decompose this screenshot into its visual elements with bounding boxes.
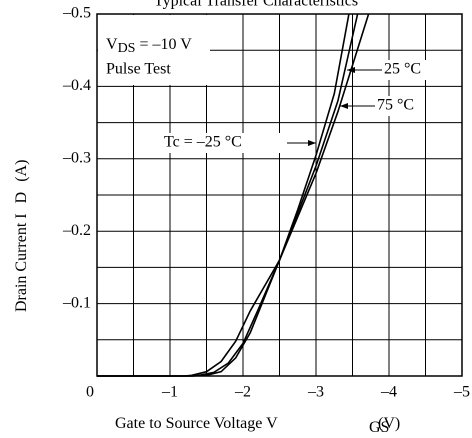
y-tick-label: –0.3 (62, 149, 91, 166)
x-axis-label-unit: (V) (378, 415, 400, 432)
x-tick-label: –4 (380, 384, 397, 401)
legend-label: 25 °C (384, 61, 421, 78)
curve (97, 13, 370, 377)
y-tick-label: –0.5 (62, 5, 91, 22)
legend-bg (382, 60, 430, 80)
x-tick-label: –2 (234, 384, 251, 401)
y-axis-label: Drain Current I D (A) (13, 160, 30, 312)
condition-part: DS (118, 41, 136, 56)
condition-note: Pulse Test (106, 61, 171, 78)
y-axis-label-sub: D (13, 192, 30, 204)
condition-box (98, 15, 210, 85)
y-tick-label: –0.2 (62, 222, 91, 239)
condition-part: V (106, 36, 118, 53)
chart-title: Typical Transfer Characteristics (154, 0, 358, 10)
legend-label: 75 °C (377, 97, 414, 114)
legend-arrowhead (347, 67, 355, 73)
x-axis-label-sub: GS (369, 419, 389, 436)
curve (97, 13, 350, 377)
condition-label: VDS = –10 V (106, 36, 192, 57)
x-tick-label: –3 (307, 384, 324, 401)
legend-bg (375, 96, 423, 116)
x-axis-label-main: Gate to Source Voltage V (115, 415, 278, 432)
x-tick-label: 0 (86, 384, 94, 401)
y-tick-label: –0.4 (62, 77, 91, 94)
y-axis-label-main: Drain Current I (13, 213, 30, 312)
y-axis-label-unit: (A) (13, 160, 30, 182)
legend-bg (162, 133, 282, 153)
legend-arrowhead (340, 103, 348, 109)
condition-part: = –10 V (135, 36, 192, 53)
x-axis-label: Gate to Source Voltage V GS(V) (115, 415, 400, 436)
x-tick-label: –1 (161, 384, 178, 401)
x-tick-label: –5 (453, 384, 470, 401)
legend-arrowhead (308, 140, 316, 146)
y-tick-label: –0.1 (62, 294, 91, 311)
curve (97, 13, 359, 377)
legend-label: Tc = –25 °C (164, 134, 242, 151)
